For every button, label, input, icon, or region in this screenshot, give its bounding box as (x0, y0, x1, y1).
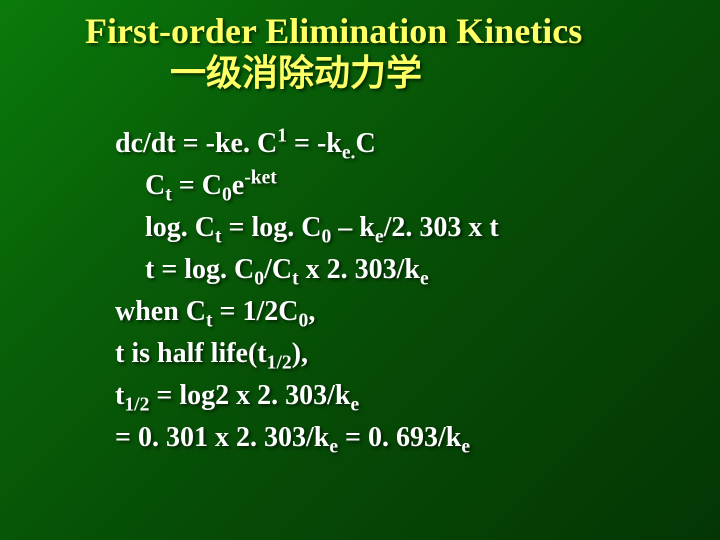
title-chinese: 一级消除动力学 (0, 52, 720, 95)
subscript: 0 (222, 184, 232, 205)
text: = 0. 693/k (338, 422, 461, 453)
subscript: 1/2 (267, 352, 292, 373)
text: C (145, 170, 165, 201)
text: , (308, 296, 315, 327)
subscript: 0 (322, 226, 332, 247)
text: log. C (145, 212, 215, 243)
text: = 1/2C (213, 296, 299, 327)
text: = C (172, 170, 222, 201)
text: /2. 303 x t (384, 212, 499, 243)
eq-line-1: dc/dt = -ke. C1 = -ke.C (115, 123, 720, 165)
subscript: 0 (299, 310, 309, 331)
title-english: First-order Elimination Kinetics (0, 12, 720, 52)
text: /C (264, 254, 292, 285)
text: when C (115, 296, 206, 327)
eq-line-6: t is half life(t1/2), (115, 333, 720, 375)
eq-line-2: Ct = C0e-ket (115, 165, 720, 207)
superscript: -ket (244, 167, 277, 188)
text: ), (292, 338, 308, 369)
eq-line-8: = 0. 301 x 2. 303/ke = 0. 693/ke (115, 417, 720, 459)
eq-line-5: when Ct = 1/2C0, (115, 291, 720, 333)
subscript: e (350, 394, 359, 415)
text: t = log. C (145, 254, 254, 285)
subscript: e (375, 226, 384, 247)
text: e (232, 170, 244, 201)
text: dc/dt = -ke. C (115, 128, 277, 159)
text: t (115, 380, 124, 411)
text: C (355, 128, 375, 159)
slide: First-order Elimination Kinetics 一级消除动力学… (0, 0, 720, 540)
subscript: 1/2 (124, 394, 149, 415)
eq-line-4: t = log. C0/Ct x 2. 303/ke (115, 249, 720, 291)
subscript: e. (342, 142, 356, 163)
text: = 0. 301 x 2. 303/k (115, 422, 329, 453)
text: = -k (287, 128, 342, 159)
text: – k (331, 212, 375, 243)
superscript: 1 (277, 125, 287, 146)
eq-line-3: log. Ct = log. C0 – ke/2. 303 x t (115, 207, 720, 249)
eq-line-7: t1/2 = log2 x 2. 303/ke (115, 375, 720, 417)
text: x 2. 303/k (299, 254, 420, 285)
text: = log2 x 2. 303/k (149, 380, 350, 411)
text: = log. C (222, 212, 322, 243)
text: t is half life(t (115, 338, 267, 369)
subscript: e (329, 436, 338, 457)
subscript: e (420, 268, 429, 289)
subscript: e (461, 436, 470, 457)
equation-body: dc/dt = -ke. C1 = -ke.C Ct = C0e-ket log… (0, 123, 720, 459)
subscript: 0 (254, 268, 264, 289)
